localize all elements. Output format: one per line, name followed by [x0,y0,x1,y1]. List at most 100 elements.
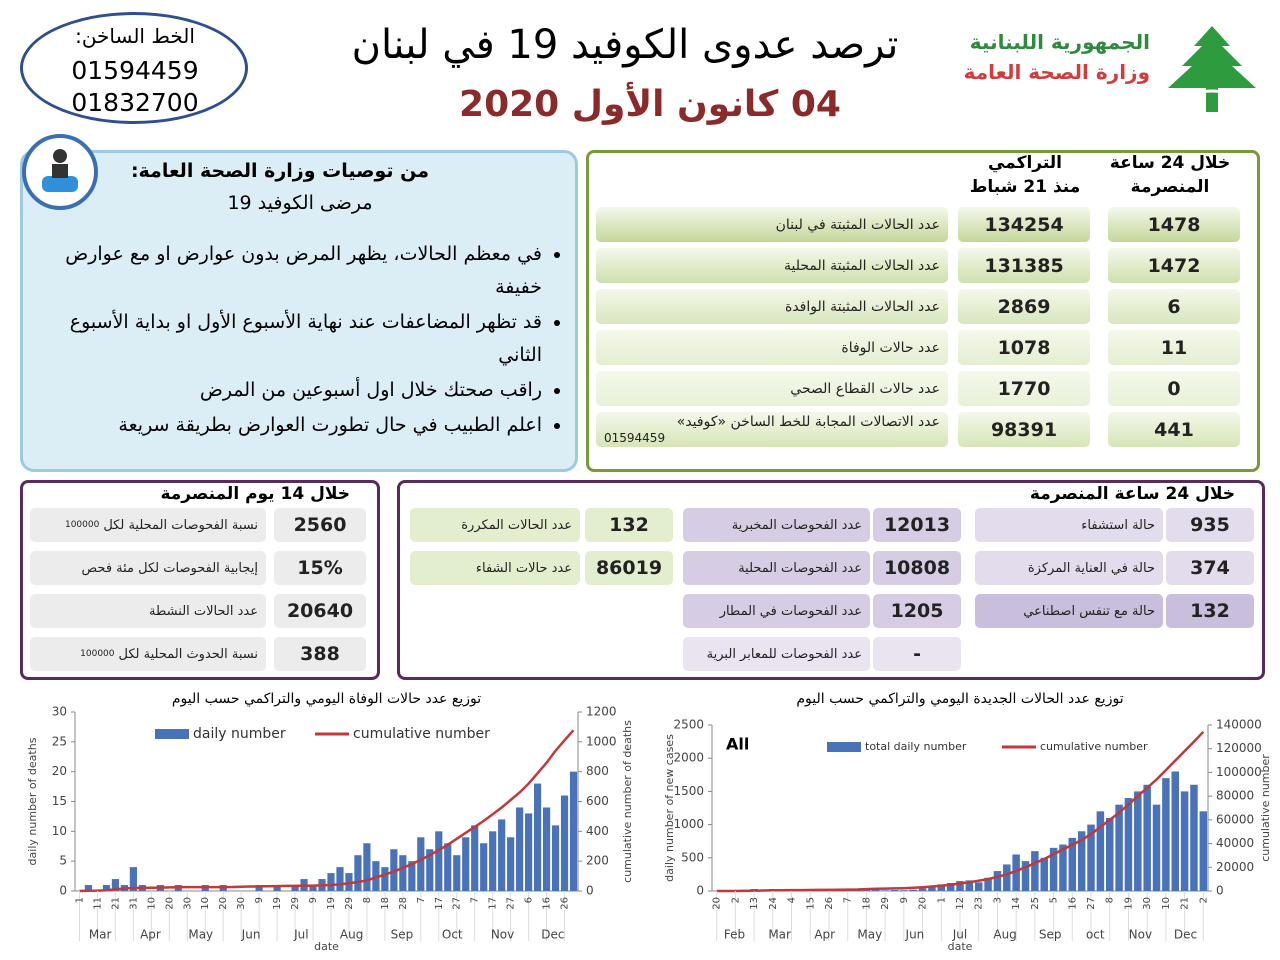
y-tick-label: 2500 [673,718,704,732]
y-axis-label: daily number of new cases [663,734,676,882]
value: 374 [1166,551,1254,585]
y-tick-label: 15 [52,794,67,808]
column-header: خلال 24 ساعة [1109,153,1231,173]
y2-tick-label: 0 [1216,884,1224,898]
bar [381,867,389,891]
recommendations-subheading: مرضى الكوفيد 19 [227,192,373,214]
bar [984,877,992,891]
label: نسبة الفحوصات المحلية لكل [103,517,258,533]
last14-panel [20,480,380,680]
bar [909,889,917,891]
x-axis-label: date [948,940,973,953]
y-tick-label: 1500 [673,784,704,798]
x-tick-label: 29 [880,897,891,910]
bar [255,885,263,891]
panel-title: خلال 14 يوم المنصرمة [160,484,350,504]
daily-value: 0 [1108,371,1240,406]
label: عدد الحالات المثبتة المحلية [784,257,940,274]
bar [1003,864,1011,891]
month-label: Nov [491,928,514,942]
month-label: Sep [1039,928,1062,942]
x-tick-label: 16 [1067,897,1078,910]
recommendations-panel [20,150,578,472]
panel-title: خلال 24 ساعة المنصرمة [1029,484,1235,504]
bar [1190,784,1198,891]
bar [1115,804,1123,891]
label: عدد الحالات النشطة [149,603,258,619]
x-tick-label: 2 [730,897,741,903]
hotline-label: الخط الساخن: [75,24,195,48]
legend-swatch [827,742,861,752]
bar [525,813,533,891]
hotline-number: 01832700 [71,88,199,117]
bar [974,882,983,891]
y2-tick-label: 1200 [586,705,617,719]
bar [102,885,111,891]
date: 04 كانون الأول 2020 [459,84,841,125]
bar [516,807,524,891]
bar [890,890,899,891]
row-label: عدد الفحوصات للمعابر البرية [683,637,870,671]
bar [551,825,560,891]
bar [928,887,936,891]
x-tick-label: 29 [344,897,355,910]
cumulative-value: 2869 [958,289,1090,324]
icon [22,134,98,210]
y2-axis-label: cumulative number [1259,754,1272,862]
daily-value: 11 [1108,330,1240,365]
x-tick-label: 19 [272,897,283,910]
legend-label: daily number [193,726,286,742]
cumulative-line [716,730,1205,893]
bar [498,819,506,891]
y2-tick-label: 400 [586,824,609,838]
x-tick-label: 17 [434,897,445,910]
y-tick-label: 30 [52,705,67,719]
bar [937,884,946,891]
label: نسبة الحدوث المحلية لكل [118,646,258,662]
bar [1152,804,1161,891]
row-label: عدد حالات الشفاء [410,551,580,585]
x-tick-label: 23 [974,897,985,910]
bar [327,873,335,891]
cumulative-value: 1078 [958,330,1090,365]
y-tick-label: 5 [59,854,67,868]
bar [435,831,443,891]
bar [84,885,93,891]
month-label: Sep [391,928,414,942]
x-tick-label: 31 [128,897,139,910]
cumulative-value: 98391 [958,412,1090,447]
bar [354,855,362,891]
month-label: oct [1086,928,1105,942]
x-tick-label: 4 [787,897,798,903]
row-label: عدد الفحوصات المحلية [683,551,870,585]
x-tick-label: 27 [506,897,517,910]
month-label: May [857,928,882,942]
label: عدد حالات الوفاة [841,339,940,356]
x-tick-label: 13 [749,897,760,910]
value: 935 [1166,508,1254,542]
month-label: Dec [1174,928,1197,942]
x-tick-label: 18 [861,897,872,910]
bar [1040,857,1048,891]
x-tick-label: 11 [92,897,103,910]
column-header: التراكمي [987,153,1063,173]
bar [444,843,452,891]
y2-tick-label: 40000 [1216,836,1254,850]
y-tick-label: 20 [52,764,67,778]
x-tick-label: 20 [918,897,929,910]
cumulative-value: 134254 [958,207,1090,242]
x-tick-label: 9 [899,897,910,903]
x-tick-label: 12 [955,897,966,910]
row-label: عدد الحالات المثبتة المحلية [596,248,948,283]
legend-label: cumulative number [1040,740,1148,753]
note: 100000 [80,649,115,659]
bar [881,890,889,891]
note: 01594459 [604,430,666,445]
recommendations-list: في معظم الحالات، يظهر المرض بدون عوارض ا… [30,238,570,444]
x-tick-label: 16 [542,897,553,910]
daily-value: 1478 [1108,207,1240,242]
bar [1068,837,1077,891]
column-header: منذ 21 شباط [969,177,1081,197]
x-tick-label: 8 [1105,897,1116,903]
x-tick-label: 30 [182,897,193,910]
